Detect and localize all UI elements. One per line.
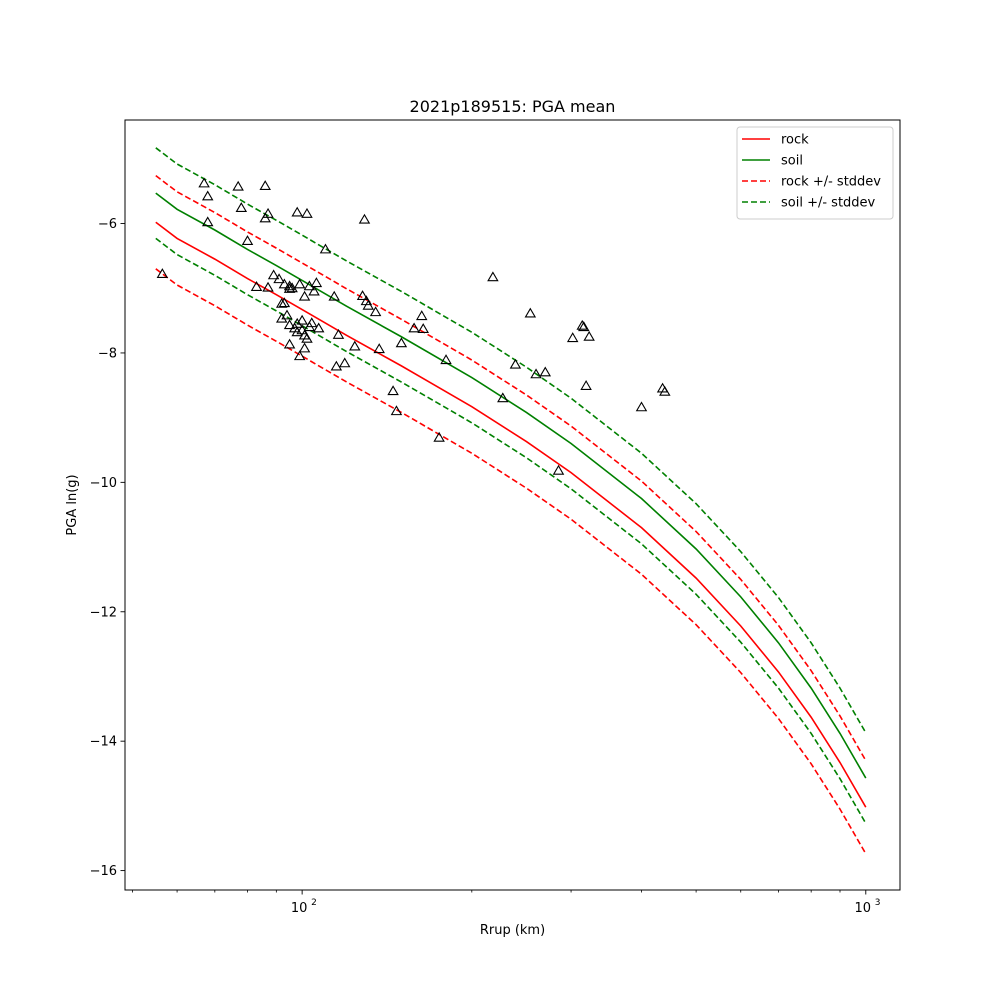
observation-point [659,385,671,396]
observation-point [356,290,369,301]
x-tick-label: 10 [291,901,308,916]
observation-point [349,340,361,351]
observation-point [373,343,385,354]
observation-point [308,285,320,296]
observation-point [275,312,288,323]
legend-label: soil +/- stddev [781,196,876,211]
y-tick-label: −12 [90,605,117,620]
observation-point [338,357,351,368]
observation-point [273,273,285,284]
observation-point [362,299,374,310]
observation-point [281,309,293,320]
series-line-3 [155,175,867,761]
observation-point [328,290,340,301]
y-tick-label: −6 [98,217,117,232]
observation-point [530,368,542,379]
observation-point [283,280,296,291]
observation-point [390,405,403,416]
legend-label: rock +/- stddev [781,175,881,190]
observation-point [358,213,371,224]
observation-point [552,464,565,475]
y-tick-label: −8 [98,346,117,361]
observation-point [576,319,588,330]
observation-point [298,290,311,301]
observation-point [291,326,303,337]
x-axis-label: Rrup (km) [480,923,545,938]
series-line-2 [155,192,867,779]
observation-point [262,207,274,218]
y-axis-label: PGA ln(g) [65,474,80,535]
y-tick-label: −10 [90,476,117,491]
observation-point [524,307,537,318]
observation-point [232,180,244,191]
observation-point [275,297,288,308]
observation-point [241,235,254,246]
observation-point [330,360,343,371]
observation-point [278,297,291,308]
observation-point [415,310,428,321]
series-line-5 [155,147,867,734]
observation-point [332,328,345,339]
observation-point [580,380,592,390]
legend-label: rock [781,133,809,148]
x-tick-label: 10 [855,901,872,916]
legend: rock soil rock +/- stddev soil +/- stddev [736,126,894,220]
x-axis: 10 2 10 3 [132,890,881,916]
x-tick-exponent: 2 [311,898,317,908]
legend-label: soil [781,154,803,169]
observation-point [539,366,552,377]
x-tick-exponent: 3 [875,898,881,908]
observation-point [293,350,306,361]
y-tick-label: −16 [90,864,117,879]
observation-point [235,202,248,213]
observation-point [259,180,271,191]
observation-point [201,216,214,227]
observation-point [583,330,595,341]
observation-point [566,332,579,343]
observation-point [278,278,291,289]
observation-point [310,277,323,288]
observation-point [250,281,263,291]
observation-point [387,385,399,396]
y-tick-label: −14 [90,735,117,750]
observation-point [283,319,296,330]
observation-point [578,321,590,332]
observation-point [293,278,306,289]
observation-point [283,338,296,349]
series-line-6 [155,237,867,824]
observation-point [369,306,382,317]
observation-point [301,332,313,343]
chart-title: 2021p189515: PGA mean [410,97,616,116]
observation-point [433,431,445,442]
plot-area [155,147,867,855]
observation-point [296,314,308,325]
observation-point [487,271,499,282]
observation-point [283,282,296,293]
legend-box [736,126,894,220]
observation-point [267,269,280,280]
observation-point [417,323,429,334]
observation-point [497,392,509,403]
observation-point [301,207,313,218]
observation-point [291,206,303,217]
observation-point [635,401,648,412]
observation-point [408,322,420,333]
observation-point [319,243,332,254]
observation-point [298,342,311,353]
y-axis: −16 −14 −12 −10 −8 −6 [90,217,125,879]
observation-point [305,317,318,328]
observation-point [312,322,325,333]
observation-point [262,281,274,292]
series-line-1 [155,221,867,808]
observation-point [198,177,210,188]
plot-frame [124,119,901,891]
observation-point [156,268,169,279]
observation-point [509,358,522,369]
series-line-4 [155,268,867,855]
observation-point [440,354,452,365]
observation-point [395,337,408,348]
observation-point [201,190,214,201]
